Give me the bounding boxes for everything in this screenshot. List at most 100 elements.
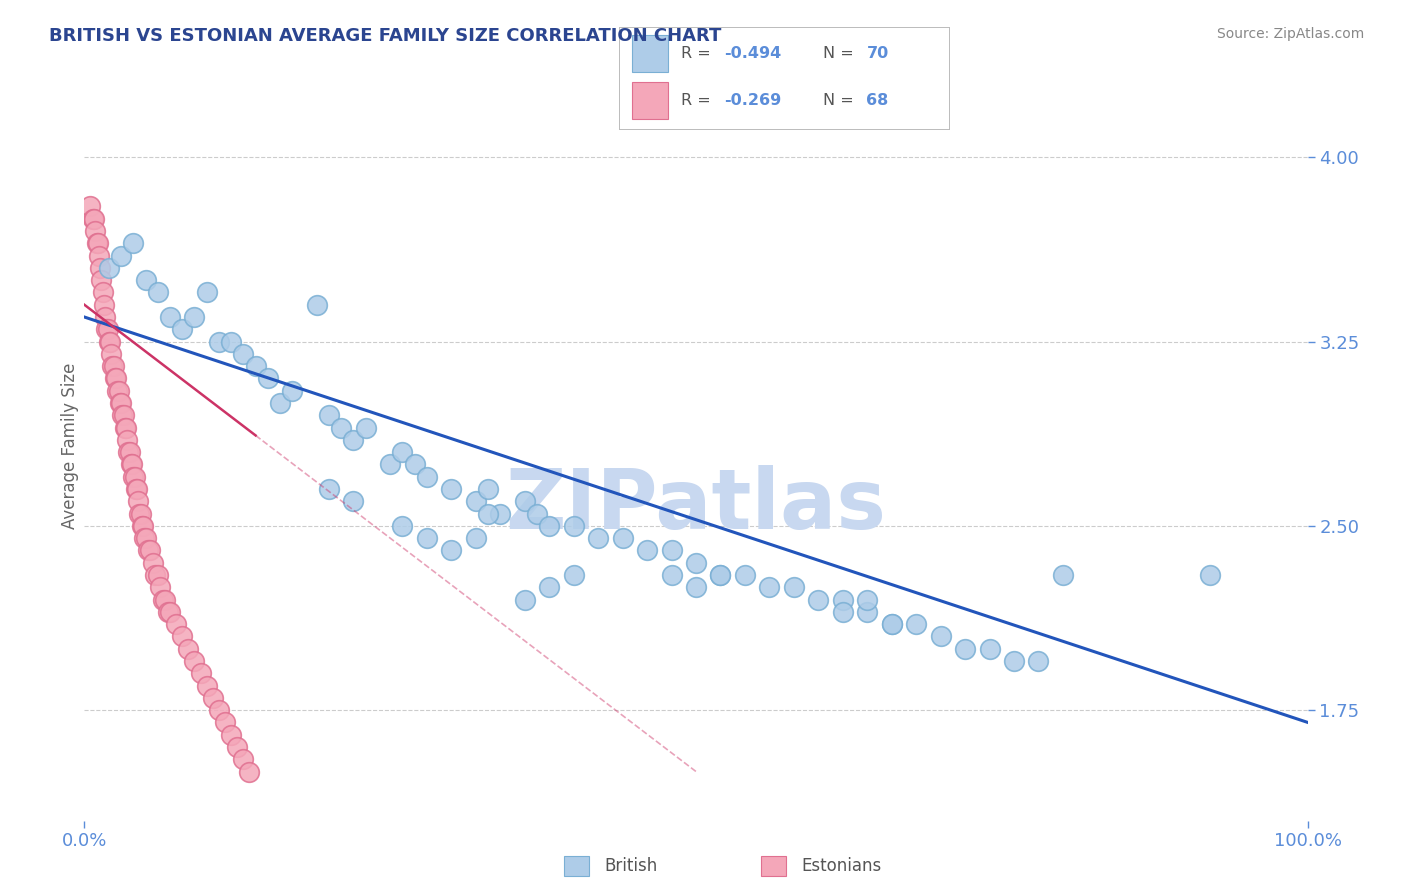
Point bbox=[758, 580, 780, 594]
Point bbox=[856, 605, 879, 619]
Point bbox=[269, 396, 291, 410]
Point bbox=[586, 531, 609, 545]
Point bbox=[391, 445, 413, 459]
Point bbox=[97, 260, 120, 275]
Point bbox=[146, 285, 169, 300]
Point bbox=[489, 507, 512, 521]
Point bbox=[281, 384, 304, 398]
Bar bbox=[631, 82, 668, 119]
Point bbox=[107, 384, 129, 398]
Point bbox=[440, 543, 463, 558]
Point bbox=[330, 420, 353, 434]
Point bbox=[97, 322, 120, 336]
Point bbox=[84, 224, 107, 238]
Point bbox=[110, 249, 132, 263]
Text: BRITISH VS ESTONIAN AVERAGE FAMILY SIZE CORRELATION CHART: BRITISH VS ESTONIAN AVERAGE FAMILY SIZE … bbox=[49, 27, 721, 45]
Point bbox=[513, 592, 536, 607]
Point bbox=[661, 543, 683, 558]
Point bbox=[526, 507, 548, 521]
Point bbox=[108, 396, 131, 410]
Point bbox=[226, 739, 249, 754]
Point bbox=[111, 409, 134, 423]
Point bbox=[856, 592, 879, 607]
Point bbox=[112, 409, 135, 423]
Text: R =: R = bbox=[682, 45, 716, 61]
Text: Estonians: Estonians bbox=[801, 857, 882, 875]
Point bbox=[125, 482, 148, 496]
Point bbox=[685, 556, 707, 570]
Point bbox=[153, 592, 176, 607]
Point bbox=[110, 396, 132, 410]
Point bbox=[86, 236, 108, 251]
Point bbox=[477, 507, 499, 521]
Point bbox=[96, 322, 118, 336]
Point bbox=[183, 654, 205, 668]
Point bbox=[143, 568, 166, 582]
Point bbox=[807, 592, 830, 607]
Point bbox=[416, 531, 439, 545]
Point bbox=[156, 605, 179, 619]
Point bbox=[612, 531, 634, 545]
Point bbox=[318, 482, 340, 496]
Point bbox=[87, 236, 110, 251]
Point bbox=[905, 617, 928, 632]
Point bbox=[219, 728, 242, 742]
Point bbox=[380, 458, 402, 472]
Point bbox=[134, 531, 156, 545]
Text: ZIPatlas: ZIPatlas bbox=[506, 466, 886, 547]
Point bbox=[219, 334, 242, 349]
Text: 68: 68 bbox=[866, 93, 889, 108]
Point bbox=[165, 617, 187, 632]
Point bbox=[342, 433, 364, 447]
Point bbox=[1052, 568, 1074, 582]
Point bbox=[342, 494, 364, 508]
Point bbox=[464, 494, 486, 508]
Point bbox=[135, 531, 157, 545]
Point bbox=[131, 519, 153, 533]
Point bbox=[195, 285, 218, 300]
Point bbox=[177, 641, 200, 656]
Point bbox=[104, 371, 127, 385]
Point bbox=[142, 556, 165, 570]
Point bbox=[214, 715, 236, 730]
Point bbox=[404, 458, 426, 472]
Point bbox=[1002, 654, 1025, 668]
Bar bbox=[631, 35, 668, 72]
Point bbox=[880, 617, 903, 632]
Point bbox=[90, 273, 112, 287]
Point bbox=[257, 371, 280, 385]
Point bbox=[100, 347, 122, 361]
Point bbox=[127, 494, 149, 508]
Point bbox=[880, 617, 903, 632]
Point bbox=[122, 236, 145, 251]
Point bbox=[159, 310, 181, 324]
Point bbox=[97, 334, 120, 349]
Point bbox=[238, 764, 260, 779]
Point bbox=[124, 469, 146, 483]
Point bbox=[105, 371, 128, 385]
Point bbox=[93, 298, 115, 312]
Text: 70: 70 bbox=[866, 45, 889, 61]
Point bbox=[661, 568, 683, 582]
Point bbox=[146, 568, 169, 582]
Point bbox=[232, 347, 254, 361]
Text: N =: N = bbox=[824, 93, 859, 108]
Point bbox=[132, 519, 155, 533]
Point bbox=[1028, 654, 1050, 668]
Point bbox=[201, 690, 224, 705]
Point bbox=[305, 298, 328, 312]
Point bbox=[135, 273, 157, 287]
Point bbox=[101, 359, 124, 373]
Point bbox=[440, 482, 463, 496]
Text: N =: N = bbox=[824, 45, 859, 61]
Point bbox=[538, 519, 561, 533]
Point bbox=[208, 703, 231, 717]
Point bbox=[117, 445, 139, 459]
Point bbox=[87, 249, 110, 263]
Point bbox=[83, 211, 105, 226]
Point bbox=[89, 260, 111, 275]
Point bbox=[709, 568, 731, 582]
Point bbox=[172, 322, 194, 336]
Point bbox=[636, 543, 658, 558]
Point bbox=[152, 592, 174, 607]
